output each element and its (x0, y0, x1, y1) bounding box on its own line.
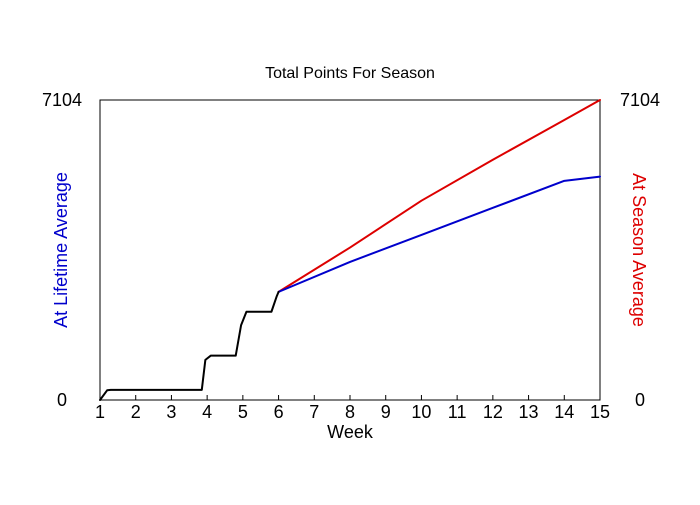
x-tick-label-5: 5 (238, 402, 248, 422)
x-tick-label-4: 4 (202, 402, 212, 422)
x-tick-label-12: 12 (483, 402, 503, 422)
x-axis-ticks (99, 395, 601, 400)
x-tick-label-9: 9 (381, 402, 391, 422)
x-tick-label-7: 7 (309, 402, 319, 422)
y-axis-left-label: At Lifetime Average (51, 172, 71, 328)
plot-frame (99, 99, 601, 401)
x-tick-label-2: 2 (131, 402, 141, 422)
y-axis-right-label: At Season Average (629, 173, 649, 327)
x-axis-tick-labels: 1 2 3 4 5 6 7 8 9 10 11 12 13 14 15 (95, 402, 610, 422)
x-tick-label-14: 14 (554, 402, 574, 422)
y-right-bottom-tick-label: 0 (635, 390, 645, 410)
x-tick-label-10: 10 (411, 402, 431, 422)
series-line-actual (99, 290, 280, 401)
series-layer (99, 99, 601, 401)
series-line-season (277, 99, 601, 293)
x-tick-label-15: 15 (590, 402, 610, 422)
y-right-top-tick-label: 7104 (620, 90, 660, 110)
chart-title: Total Points For Season (265, 65, 435, 82)
x-tick-label-11: 11 (448, 402, 467, 422)
x-tick-label-13: 13 (519, 402, 539, 422)
y-left-top-tick-label: 7104 (42, 90, 82, 110)
x-tick-label-3: 3 (166, 402, 176, 422)
x-tick-label-6: 6 (274, 402, 284, 422)
x-tick-label-1: 1 (95, 402, 105, 422)
series-line-lifetime (277, 175, 601, 293)
x-axis-label: Week (327, 422, 374, 442)
y-left-bottom-tick-label: 0 (57, 390, 67, 410)
x-tick-label-8: 8 (345, 402, 355, 422)
